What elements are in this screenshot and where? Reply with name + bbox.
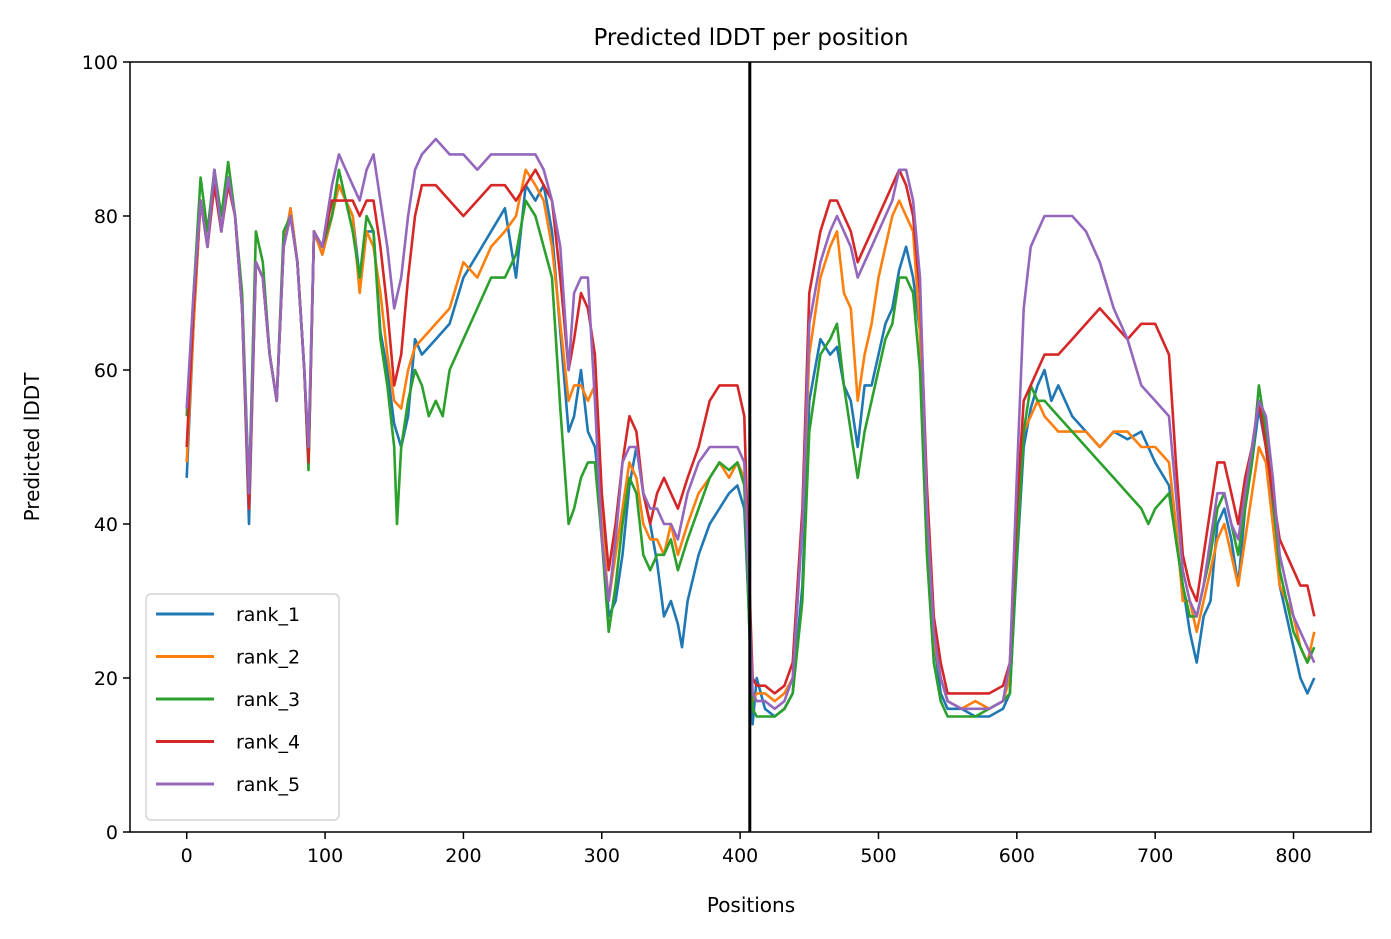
x-tick-label: 700 — [1137, 845, 1173, 867]
x-tick-label: 500 — [860, 845, 896, 867]
plot-area — [129, 61, 1372, 833]
x-axis: 0 100 200 300 400 500 600 700 800 — [181, 832, 1312, 867]
legend-items: rank_1 rank_2 rank_3 rank_4 rank_5 — [156, 604, 300, 796]
legend-label-rank_5: rank_5 — [236, 774, 300, 796]
x-tick-label: 400 — [722, 845, 758, 867]
chart-title: Predicted lDDT per position — [593, 25, 908, 51]
series-line-rank_4 — [185, 168, 1316, 695]
y-tick-label: 0 — [106, 822, 118, 844]
legend-label-rank_2: rank_2 — [236, 647, 300, 669]
legend-label-rank_4: rank_4 — [236, 732, 300, 754]
x-tick-label: 300 — [584, 845, 620, 867]
x-tick-label: 0 — [181, 845, 193, 867]
series-layer — [185, 137, 1316, 726]
y-tick-label: 40 — [94, 514, 118, 536]
series-line-rank_3 — [185, 160, 1316, 718]
y-axis: 0 20 40 60 80 100 — [82, 52, 130, 844]
legend: rank_1 rank_2 rank_3 rank_4 rank_5 — [145, 593, 340, 821]
y-tick-label: 100 — [82, 52, 118, 74]
series-line-rank_5 — [185, 137, 1316, 711]
y-axis-label: Predicted lDDT — [20, 372, 44, 522]
x-tick-label: 800 — [1275, 845, 1311, 867]
y-tick-label: 20 — [94, 668, 118, 690]
plot-frame — [129, 61, 1372, 833]
x-tick-label: 200 — [445, 845, 481, 867]
y-tick-label: 80 — [94, 206, 118, 228]
legend-label-rank_1: rank_1 — [236, 604, 300, 626]
x-tick-label: 100 — [307, 845, 343, 867]
x-tick-label: 600 — [999, 845, 1035, 867]
legend-label-rank_3: rank_3 — [236, 689, 300, 711]
legend-frame — [145, 593, 340, 821]
x-axis-label: Positions — [707, 893, 795, 917]
y-tick-label: 60 — [94, 360, 118, 382]
